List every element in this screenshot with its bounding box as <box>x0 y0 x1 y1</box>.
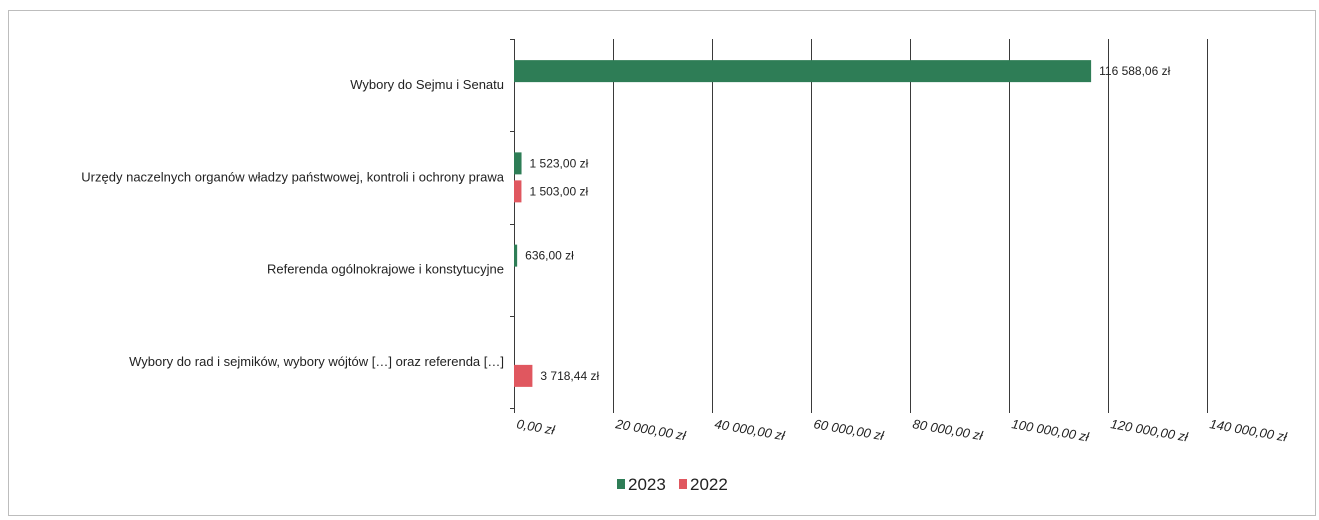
data-label: 3 718,44 zł <box>540 369 599 383</box>
legend: 2023 2022 <box>617 475 728 494</box>
category-label: Urzędy naczelnych organów władzy państwo… <box>81 169 504 184</box>
x-tick-label: 20 000,00 zł <box>613 416 687 443</box>
chart-frame: Wybory do Sejmu i Senatu Urzędy naczelnyc… <box>8 10 1316 516</box>
data-label: 1 503,00 zł <box>529 184 588 198</box>
legend-label: 2022 <box>690 475 728 494</box>
category-labels: Wybory do Sejmu i Senatu Urzędy naczelnyc… <box>81 77 504 369</box>
data-label: 636,00 zł <box>525 249 574 263</box>
gridlines <box>510 39 1208 413</box>
data-labels: 116 588,06 zł 1 523,00 zł 1 503,00 zł 636,0… <box>525 64 1170 383</box>
legend-label: 2023 <box>628 475 666 494</box>
category-label: Wybory do rad i sejmików, wybory wójtów … <box>129 354 504 369</box>
x-tick-label: 100 000,00 zł <box>1010 416 1091 445</box>
bar-2023 <box>514 244 518 267</box>
category-label: Wybory do Sejmu i Senatu <box>350 77 504 92</box>
x-tick-label: 120 000,00 zł <box>1109 416 1190 445</box>
legend-swatch-2022 <box>679 479 687 489</box>
data-label: 116 588,06 zł <box>1099 64 1171 78</box>
x-tick-label: 0,00 zł <box>515 416 556 438</box>
bar-chart: Wybory do Sejmu i Senatu Urzędy naczelnyc… <box>81 39 1289 494</box>
bar-2023 <box>514 152 522 175</box>
bar-2023 <box>514 60 1092 83</box>
bars <box>514 60 1092 387</box>
x-tick-label: 140 000,00 zł <box>1208 416 1289 445</box>
x-tick-labels: 0,00 zł 20 000,00 zł 40 000,00 zł 60 000,00… <box>515 416 1289 445</box>
category-label: Referenda ogólnokrajowe i konstytucyjne <box>267 262 504 277</box>
bar-2022 <box>514 180 522 203</box>
data-label: 1 523,00 zł <box>530 156 589 170</box>
x-tick-label: 80 000,00 zł <box>911 416 984 443</box>
x-tick-label: 60 000,00 zł <box>812 416 885 443</box>
legend-swatch-2023 <box>617 479 625 489</box>
bar-2022 <box>514 364 533 387</box>
x-tick-label: 40 000,00 zł <box>713 416 786 443</box>
